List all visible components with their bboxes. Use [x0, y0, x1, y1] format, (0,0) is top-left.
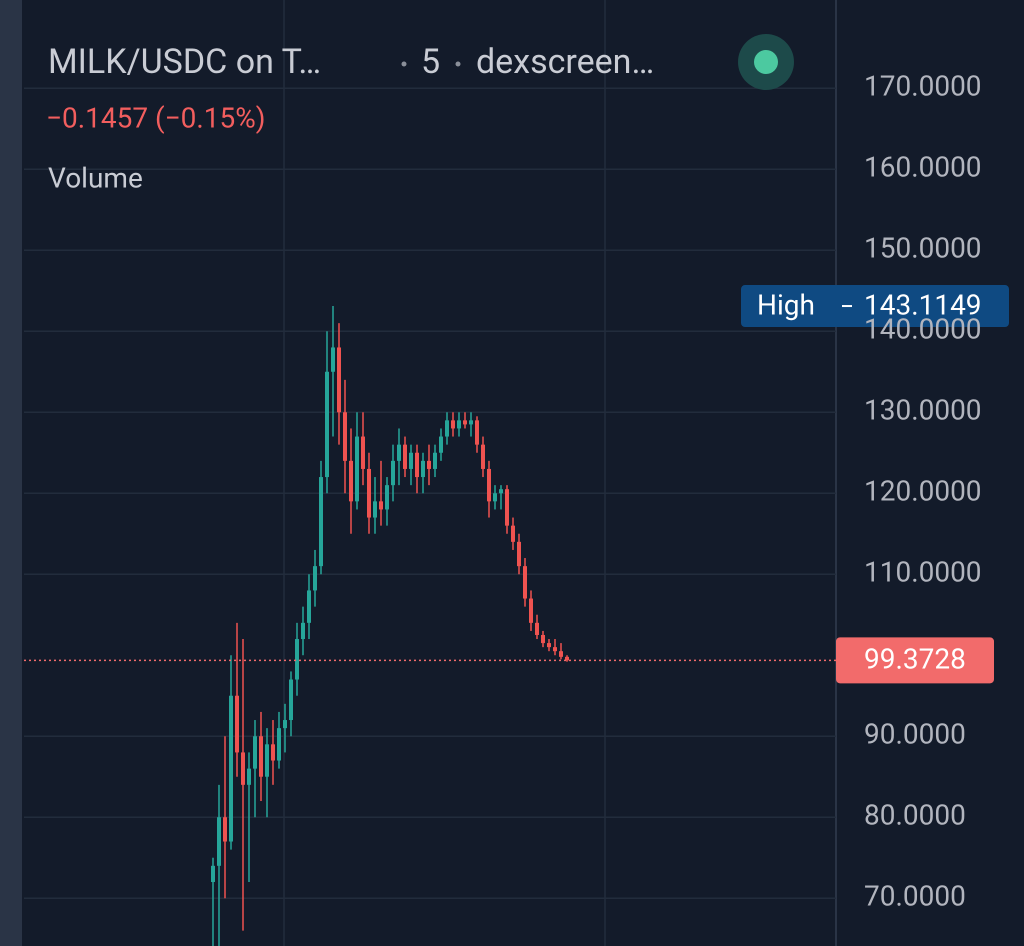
candle-body	[229, 695, 233, 842]
candle-body	[361, 436, 365, 469]
candle-body	[355, 436, 359, 502]
overlay: 99.3728 High 143.1149	[24, 285, 1009, 684]
candle-body	[433, 452, 437, 469]
candle-body	[541, 634, 545, 644]
candle-body	[403, 444, 407, 469]
candle-body	[529, 598, 533, 623]
source[interactable]: dexscreen…	[476, 42, 654, 82]
high-value: 143.1149	[864, 288, 982, 321]
candle-body	[211, 865, 215, 883]
candle-body	[409, 452, 413, 469]
candle-body	[325, 371, 329, 478]
candle-body	[223, 817, 227, 842]
grid	[24, 87, 836, 899]
candle-body	[313, 566, 317, 591]
candle-body	[499, 489, 503, 494]
candle-body	[295, 639, 299, 680]
candle-body	[349, 460, 353, 502]
candle-body	[253, 736, 257, 769]
y-tick-label: 130.0000	[864, 394, 982, 427]
last-price-box	[836, 637, 994, 684]
y-tick-label: 140.0000	[864, 313, 982, 346]
candle-body	[289, 679, 293, 721]
side-strip	[0, 0, 22, 946]
candle-body	[505, 489, 509, 526]
candle-body	[319, 477, 323, 567]
y-tick-label: 70.0000	[864, 880, 966, 913]
candle-body	[247, 768, 251, 785]
candle-body	[271, 744, 275, 761]
candle-body	[241, 752, 245, 785]
candle-body	[565, 656, 569, 661]
y-tick-label: 150.0000	[864, 232, 982, 265]
price-change: −0.1457 (−0.15%)	[46, 101, 265, 134]
symbol[interactable]: MILK/USDC on T…	[48, 42, 321, 82]
candle-body	[397, 444, 401, 461]
candle-body	[469, 420, 473, 425]
candle-body	[421, 460, 425, 478]
candle-body	[415, 452, 419, 478]
candle-body	[217, 817, 221, 866]
y-tick-label: 120.0000	[864, 475, 982, 508]
interval[interactable]: 5	[421, 42, 440, 82]
candle-body	[331, 347, 335, 372]
candle-body	[373, 501, 377, 518]
candle-body	[277, 728, 281, 761]
candle-body	[481, 444, 485, 469]
candle-body	[535, 622, 539, 635]
candle-body	[463, 420, 467, 425]
candle-body	[265, 744, 269, 777]
candle-body	[493, 493, 497, 502]
y-tick-label: 110.0000	[864, 556, 982, 589]
separator	[401, 61, 407, 67]
y-tick-label: 80.0000	[864, 799, 966, 832]
candle-body	[235, 695, 239, 753]
last-price-label: 99.3728	[864, 643, 966, 676]
candle-body	[343, 412, 347, 461]
candle-body	[259, 736, 263, 777]
candle-body	[547, 643, 551, 648]
candle-body	[367, 468, 371, 518]
candle-body	[445, 420, 449, 437]
candle-body	[283, 720, 287, 729]
candle-body	[385, 485, 389, 510]
y-tick-label: 170.0000	[864, 70, 982, 103]
indicator[interactable]: Volume	[48, 161, 143, 194]
y-tick-label: 160.0000	[864, 151, 982, 184]
high-label: High	[757, 288, 815, 321]
candle-body	[301, 622, 305, 640]
candle-body	[439, 436, 443, 453]
candle-body	[517, 541, 521, 567]
candle-body	[487, 468, 491, 502]
candle-body	[391, 460, 395, 486]
candle-body	[475, 420, 479, 445]
high-box	[741, 285, 1009, 328]
candle-body	[553, 647, 557, 652]
status-dot	[754, 50, 778, 74]
separator	[455, 61, 461, 67]
y-tick-label: 90.0000	[864, 718, 966, 751]
candles	[211, 306, 569, 946]
candle-body	[427, 460, 431, 469]
candle-body	[337, 347, 341, 413]
candle-body	[511, 525, 515, 542]
candle-body	[523, 566, 527, 599]
candle-body	[559, 651, 563, 657]
candle-body	[457, 420, 461, 429]
candle-body	[451, 420, 455, 429]
candle-body	[307, 590, 311, 623]
candle-body	[379, 501, 383, 510]
